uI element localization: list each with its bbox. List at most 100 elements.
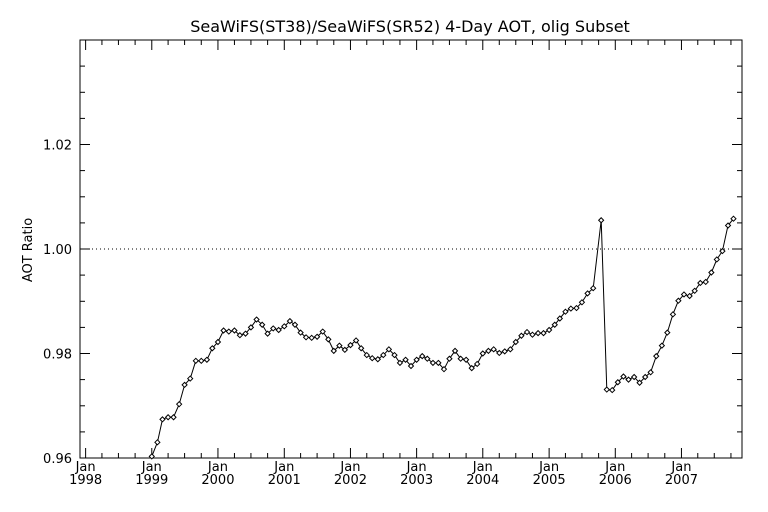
x-tick-year-label: 2000 bbox=[201, 473, 234, 488]
x-tick-year-label: 2005 bbox=[533, 473, 566, 488]
data-point bbox=[181, 381, 188, 389]
y-axis-label: AOT Ratio bbox=[21, 218, 36, 282]
data-point bbox=[713, 256, 721, 263]
data-point bbox=[402, 356, 409, 363]
x-tick-year-label: 2007 bbox=[665, 473, 698, 488]
data-point bbox=[556, 315, 564, 322]
x-tick-year-label: 1998 bbox=[69, 473, 102, 488]
data-point bbox=[540, 329, 547, 337]
data-point bbox=[573, 304, 580, 312]
data-point bbox=[686, 292, 693, 300]
x-tick-year-label: 2003 bbox=[400, 473, 433, 488]
x-tick-month-label: Jan bbox=[604, 460, 625, 475]
x-tick-month-label: Jan bbox=[141, 460, 162, 475]
data-point bbox=[297, 329, 304, 336]
data-point bbox=[302, 334, 310, 341]
data-point bbox=[308, 334, 315, 342]
data-point bbox=[264, 330, 271, 337]
x-tick-month-label: Jan bbox=[273, 460, 294, 475]
data-point bbox=[242, 330, 249, 337]
data-point bbox=[451, 347, 459, 355]
data-point bbox=[567, 305, 575, 312]
plot-frame bbox=[79, 39, 743, 459]
data-point bbox=[501, 348, 508, 355]
x-tick-month-label: Jan bbox=[538, 460, 559, 475]
data-point bbox=[630, 373, 638, 381]
data-point bbox=[664, 329, 671, 336]
data-point bbox=[609, 386, 616, 394]
x-tick-month-label: Jan bbox=[406, 460, 427, 475]
data-point bbox=[192, 357, 200, 365]
data-point bbox=[347, 341, 354, 349]
data-point bbox=[578, 299, 586, 306]
data-point bbox=[286, 317, 294, 325]
data-point bbox=[357, 345, 365, 352]
data-point bbox=[325, 336, 332, 343]
data-point bbox=[507, 346, 514, 353]
x-tick-year-label: 1999 bbox=[135, 473, 168, 488]
x-tick-month-label: Jan bbox=[472, 460, 493, 475]
x-tick-month-label: Jan bbox=[670, 460, 691, 475]
data-point bbox=[198, 357, 205, 365]
data-point bbox=[419, 352, 426, 360]
chart-title: SeaWiFS(ST38)/SeaWiFS(SR52) 4-Day AOT, o… bbox=[190, 17, 630, 36]
x-tick-year-label: 2004 bbox=[466, 473, 499, 488]
y-tick-label: 0.98 bbox=[43, 348, 72, 363]
y-tick-label: 1.00 bbox=[43, 243, 72, 258]
data-point bbox=[523, 328, 531, 336]
data-point bbox=[374, 356, 382, 363]
data-point bbox=[468, 364, 475, 372]
data-point bbox=[545, 326, 553, 334]
x-tick-month-label: Jan bbox=[75, 460, 96, 475]
data-point bbox=[551, 321, 558, 328]
data-point bbox=[281, 323, 288, 330]
data-point bbox=[380, 351, 387, 359]
data-point bbox=[231, 327, 238, 334]
data-point bbox=[369, 354, 376, 362]
data-point bbox=[719, 247, 726, 255]
data-point bbox=[584, 290, 591, 297]
data-point bbox=[691, 287, 698, 295]
data-point bbox=[247, 324, 255, 331]
data-point bbox=[708, 269, 715, 276]
data-point bbox=[396, 359, 404, 367]
data-point bbox=[363, 351, 370, 359]
data-point bbox=[597, 217, 605, 224]
y-tick-label: 1.02 bbox=[43, 139, 72, 154]
data-point bbox=[653, 352, 660, 360]
data-point bbox=[159, 416, 166, 423]
x-tick-month-label: Jan bbox=[339, 460, 360, 475]
data-point bbox=[518, 332, 525, 339]
data-point bbox=[407, 362, 415, 370]
data-point bbox=[490, 346, 497, 353]
data-point bbox=[258, 321, 266, 328]
data-point bbox=[164, 414, 172, 421]
y-tick-label: 0.96 bbox=[43, 452, 72, 467]
data-point bbox=[209, 345, 216, 352]
data-point bbox=[440, 365, 448, 373]
data-point bbox=[270, 325, 277, 332]
data-point bbox=[435, 359, 442, 367]
data-point bbox=[697, 279, 704, 287]
data-point bbox=[496, 349, 503, 357]
data-point bbox=[625, 376, 632, 383]
data-point bbox=[385, 346, 393, 353]
data-point bbox=[446, 355, 453, 362]
data-point bbox=[214, 338, 222, 346]
data-point bbox=[512, 338, 519, 346]
x-tick-year-label: 2002 bbox=[334, 473, 367, 488]
plot-area: 0.960.981.001.02Jan1998Jan1999Jan2000Jan… bbox=[43, 39, 743, 488]
data-point bbox=[479, 350, 486, 357]
data-point bbox=[253, 316, 260, 323]
data-point bbox=[313, 333, 321, 340]
data-point bbox=[669, 311, 677, 318]
data-point bbox=[319, 328, 326, 335]
data-point bbox=[170, 414, 177, 421]
data-point bbox=[424, 355, 431, 362]
data-point bbox=[203, 356, 211, 363]
data-point bbox=[457, 355, 464, 362]
data-point bbox=[589, 284, 597, 292]
series-line bbox=[150, 218, 734, 458]
data-point bbox=[702, 278, 709, 286]
